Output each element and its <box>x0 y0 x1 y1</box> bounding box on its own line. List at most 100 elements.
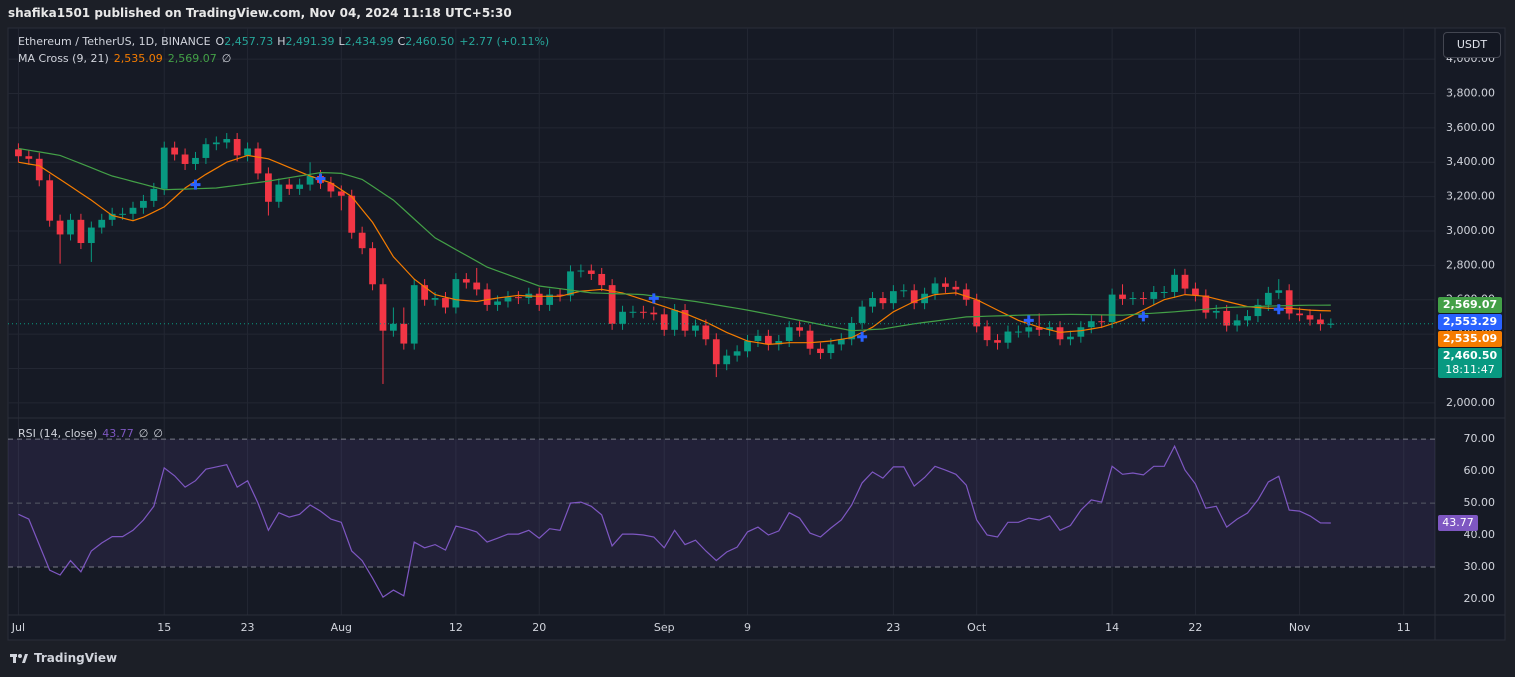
candle-body <box>962 289 970 300</box>
candle-body <box>1275 290 1283 293</box>
candle-body <box>285 184 293 189</box>
x-tick-label: 11 <box>1397 621 1411 634</box>
candle-body <box>98 219 106 228</box>
candle-body <box>754 335 762 341</box>
candle-body <box>692 325 699 331</box>
candle-body <box>827 344 835 354</box>
candle-body <box>1025 327 1033 332</box>
candle-body <box>46 180 54 221</box>
price-label-box <box>1438 348 1502 379</box>
rsi-label: 43.77 <box>1442 516 1474 529</box>
candle-body <box>171 147 179 155</box>
candle-body <box>140 200 147 208</box>
candle-body <box>1192 288 1199 296</box>
candle-body <box>733 351 741 356</box>
candle-body <box>608 285 616 324</box>
candle-body <box>900 290 908 292</box>
candle-body <box>1212 310 1220 313</box>
ohlc-value: 2,460.50 <box>405 35 455 48</box>
candle-body <box>348 195 356 233</box>
candle-body <box>535 293 543 305</box>
candle-body <box>983 326 991 341</box>
candle-body <box>869 298 876 307</box>
candle-body <box>337 191 345 196</box>
cross-marker <box>315 173 326 184</box>
y-tick-label: 3,400.00 <box>1446 155 1495 168</box>
candle-body <box>442 298 449 308</box>
ohlc-values: O2,457.73 H2,491.39 L2,434.99 C2,460.50 <box>216 35 455 48</box>
candle-body <box>1327 323 1335 325</box>
ohlc-item: H2,491.39 <box>277 35 334 48</box>
candle-body <box>1098 321 1106 323</box>
candle-body <box>1035 327 1043 330</box>
currency-button[interactable]: USDT <box>1443 32 1501 58</box>
price-label: 2,460.50 <box>1443 349 1498 362</box>
candle-body <box>462 279 470 283</box>
candle-body <box>233 139 241 156</box>
candle-body <box>1233 320 1241 326</box>
rsi-name: RSI (14, close) <box>18 427 98 440</box>
ma-legend: MA Cross (9, 21) 2,535.09 2,569.07 ∅ <box>18 52 231 65</box>
candle-body <box>1129 298 1137 300</box>
candle-body <box>1108 294 1116 323</box>
x-tick-label: Jul <box>11 621 25 634</box>
candle-body <box>681 310 689 331</box>
x-tick-label: 12 <box>449 621 463 634</box>
ohlc-item: L2,434.99 <box>338 35 393 48</box>
candle-body <box>1171 274 1178 293</box>
candle-body <box>619 311 626 324</box>
candle-body <box>910 290 918 304</box>
symbol-title: Ethereum / TetherUS, 1D, BINANCE <box>18 35 211 48</box>
rsi-tick-label: 70.00 <box>1464 432 1496 445</box>
candle-body <box>379 284 387 331</box>
candle-body <box>817 348 824 354</box>
rsi-tick-label: 50.00 <box>1464 496 1496 509</box>
ohlc-item: O2,457.73 <box>216 35 274 48</box>
candle-body <box>1077 327 1085 337</box>
candle-body <box>889 291 897 304</box>
brand-logo <box>10 654 28 663</box>
ma-fast-value: 2,535.09 <box>113 52 163 65</box>
candle-body <box>639 311 647 313</box>
candle-body <box>483 289 491 305</box>
candle-body <box>1056 327 1064 340</box>
change: +2.77 (+0.11%) <box>459 35 550 48</box>
rsi-extra: ∅ <box>138 427 149 440</box>
x-tick-label: Oct <box>967 621 987 634</box>
x-tick-label: 9 <box>744 621 751 634</box>
candle-body <box>598 273 606 286</box>
candle-body <box>265 173 272 202</box>
rsi-value: 43.77 <box>102 427 134 440</box>
candle-body <box>223 139 231 143</box>
cross-marker <box>1273 304 1284 315</box>
candle-body <box>296 184 304 189</box>
candle-body <box>546 294 554 305</box>
candle-body <box>1254 304 1262 317</box>
x-tick-label: 14 <box>1105 621 1119 634</box>
candle-body <box>796 327 804 331</box>
candle-body <box>108 213 116 220</box>
candle-body <box>1202 295 1210 313</box>
x-tick-label: 15 <box>157 621 171 634</box>
candle-body <box>25 156 33 159</box>
y-tick-label: 3,200.00 <box>1446 190 1495 203</box>
candle-body <box>1244 316 1251 321</box>
publisher-line: shafika1501 published on TradingView.com… <box>8 6 512 20</box>
ma-line <box>18 147 1331 332</box>
candle-body <box>671 310 679 330</box>
ohlc-value: 2,491.39 <box>285 35 335 48</box>
candle-body <box>764 335 772 345</box>
candle-body <box>212 142 220 145</box>
candle-body <box>629 311 637 313</box>
candle-body <box>858 306 866 323</box>
y-tick-label: 2,000.00 <box>1446 396 1495 409</box>
ohlc-item: C2,460.50 <box>398 35 455 48</box>
ma-slow-value: 2,569.07 <box>167 52 217 65</box>
candle-body <box>56 220 64 235</box>
candle-body <box>369 248 376 285</box>
candle-body <box>494 301 501 305</box>
candle-body <box>879 298 887 304</box>
y-tick-label: 3,000.00 <box>1446 224 1495 237</box>
